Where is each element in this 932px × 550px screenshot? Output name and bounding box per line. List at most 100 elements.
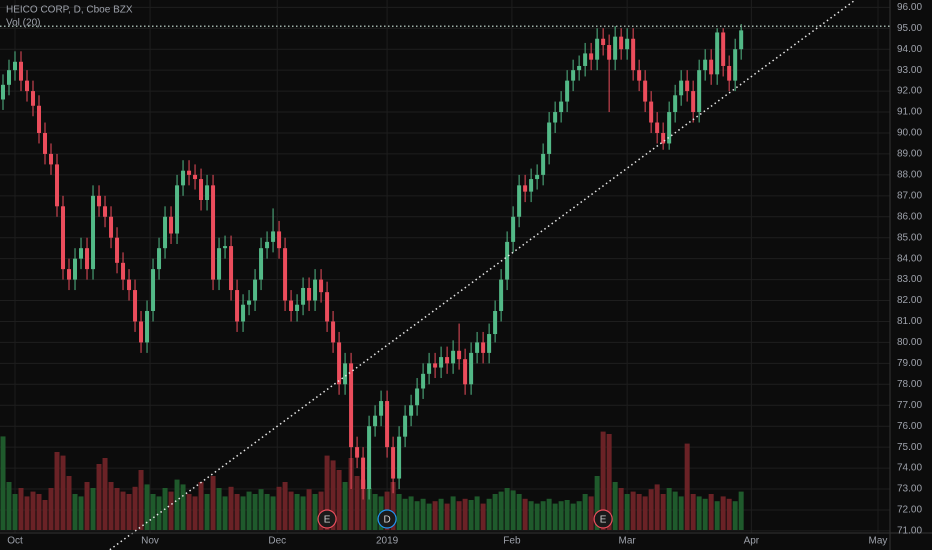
volume-bar [42,500,48,530]
candle-body [103,206,108,217]
volume-bar [480,503,486,530]
volume-bar [270,496,276,530]
volume-bar [318,491,324,530]
x-tick-label: Feb [503,536,521,547]
y-tick-label: 75.00 [897,442,922,453]
y-tick-label: 80.00 [897,337,922,348]
event-marker [317,509,337,529]
candle-body [205,185,210,201]
candle-body [577,65,582,71]
volume-bar [12,494,18,530]
candle-body [121,262,126,280]
volume-bar [108,482,114,530]
candle-body [697,70,702,113]
y-tick-label: 81.00 [897,316,922,327]
candle-body [271,231,276,242]
volume-bar [258,489,264,530]
y-tick-label: 92.00 [897,86,922,97]
volume-bar [198,482,204,530]
volume-bar [408,496,414,530]
candle-body [109,216,114,238]
volume-bar [642,496,648,530]
volume-bar [66,476,72,530]
volume-bar [306,489,312,530]
volume-bar [228,486,234,530]
volume-bar [102,458,108,530]
candle-body [313,279,318,301]
candle-body [385,401,390,448]
volume-bar [246,491,252,530]
candle-body [733,49,738,81]
candle-body [427,363,432,374]
y-tick-label: 95.00 [897,23,922,34]
y-tick-label: 83.00 [897,274,922,285]
candle-body [355,447,360,458]
candle-body [379,401,384,416]
candle-body [541,153,546,175]
candle-body [217,248,222,280]
volume-bar [342,482,348,530]
candle-body [643,80,648,102]
candle-body [259,248,264,280]
candle-body [85,248,90,270]
volume-bar [144,484,150,530]
candle-body [343,363,348,385]
candle-body [223,246,228,249]
volume-bar [156,496,162,530]
volume-bar [330,460,336,530]
volume-bar [216,488,222,530]
trend-line [109,0,856,550]
y-tick-label: 74.00 [897,463,922,474]
volume-bar [504,488,510,530]
volume-bar [606,434,612,530]
candle-body [373,415,378,427]
volume-bar [24,496,30,530]
y-tick-label: 86.00 [897,211,922,222]
volume-bar [18,488,24,530]
volume-bar [588,496,594,530]
candle-body [265,241,270,249]
candle-body [499,279,504,312]
volume-bar [210,476,216,530]
volume-bar [696,496,702,530]
candle-body [361,457,366,490]
volume-bar [96,464,102,530]
volume-bar [78,496,84,530]
volume-bar [186,494,192,530]
y-tick-label: 87.00 [897,190,922,201]
candle-body [547,122,552,154]
volume-bar [192,496,198,530]
candle-body [7,70,12,85]
y-tick-label: 78.00 [897,379,922,390]
volume-bar [450,496,456,530]
candle-body [463,359,468,385]
volume-bar [510,490,516,530]
candle-body [145,311,150,343]
volume-bar [294,494,300,530]
volume-bar [312,494,318,530]
candle-body [175,185,180,234]
volume-bar [582,494,588,530]
candle-body [301,287,306,305]
volume-bar [516,494,522,530]
candle-body [133,290,138,322]
candle-body [307,287,312,301]
candle-body [391,447,396,479]
candle-body [517,185,522,217]
candle-body [1,84,6,100]
volume-bar [288,491,294,530]
event-marker [377,509,397,529]
volume-bar [180,484,186,530]
volume-bar [486,498,492,530]
volume-bar [630,491,636,530]
volume-bar [0,436,6,530]
volume-bar [168,491,174,530]
y-tick-label: 72.00 [897,505,922,516]
candle-body [661,132,666,144]
candle-body [673,95,678,113]
candle-body [319,279,324,293]
candle-body [43,132,48,154]
volume-bar [564,500,570,530]
candle-body [61,206,66,270]
volume-bar [726,498,732,530]
